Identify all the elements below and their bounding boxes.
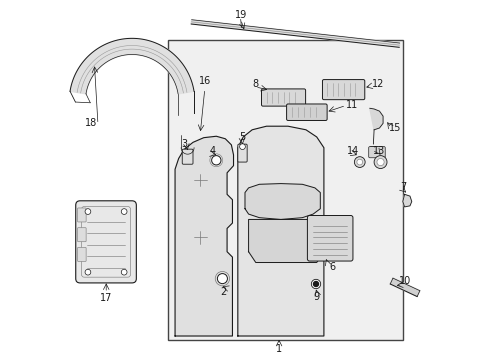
Polygon shape (248, 220, 324, 262)
Polygon shape (191, 20, 400, 47)
Polygon shape (70, 39, 194, 94)
Circle shape (377, 158, 384, 166)
Text: 11: 11 (346, 100, 358, 111)
FancyBboxPatch shape (307, 216, 353, 261)
Text: 4: 4 (210, 146, 216, 156)
Circle shape (354, 157, 365, 167)
Polygon shape (245, 184, 320, 220)
Text: 15: 15 (390, 123, 402, 133)
Circle shape (85, 269, 91, 275)
Circle shape (314, 282, 318, 287)
Text: 18: 18 (85, 118, 98, 128)
Text: 16: 16 (199, 76, 211, 86)
Circle shape (122, 209, 127, 215)
Bar (168, 40, 403, 339)
Polygon shape (238, 126, 324, 336)
Circle shape (85, 209, 91, 215)
Polygon shape (403, 194, 412, 207)
FancyBboxPatch shape (322, 80, 365, 100)
Text: 7: 7 (400, 182, 407, 192)
Circle shape (374, 156, 387, 168)
FancyBboxPatch shape (77, 247, 86, 261)
Polygon shape (390, 278, 420, 297)
FancyBboxPatch shape (182, 149, 193, 164)
Text: 5: 5 (239, 132, 245, 142)
FancyBboxPatch shape (238, 144, 247, 162)
Circle shape (357, 159, 363, 165)
Text: 12: 12 (371, 79, 384, 89)
FancyBboxPatch shape (262, 89, 306, 106)
Text: 6: 6 (329, 262, 335, 272)
FancyBboxPatch shape (368, 147, 385, 158)
Text: 3: 3 (181, 139, 187, 149)
Text: 17: 17 (100, 293, 112, 303)
FancyBboxPatch shape (76, 201, 136, 283)
Circle shape (240, 144, 245, 149)
Text: 8: 8 (252, 79, 258, 89)
Text: 2: 2 (220, 287, 226, 297)
Polygon shape (175, 136, 234, 336)
Text: 13: 13 (373, 146, 386, 156)
Circle shape (122, 269, 127, 275)
Text: 14: 14 (346, 146, 359, 156)
Circle shape (218, 274, 227, 284)
FancyBboxPatch shape (77, 208, 86, 222)
Text: 1: 1 (276, 344, 282, 354)
Circle shape (212, 156, 221, 165)
Polygon shape (370, 108, 383, 130)
Text: 10: 10 (399, 276, 412, 286)
FancyBboxPatch shape (287, 104, 327, 121)
Text: 9: 9 (314, 292, 320, 302)
FancyBboxPatch shape (77, 228, 86, 242)
Circle shape (311, 279, 320, 289)
Text: 19: 19 (235, 10, 247, 20)
